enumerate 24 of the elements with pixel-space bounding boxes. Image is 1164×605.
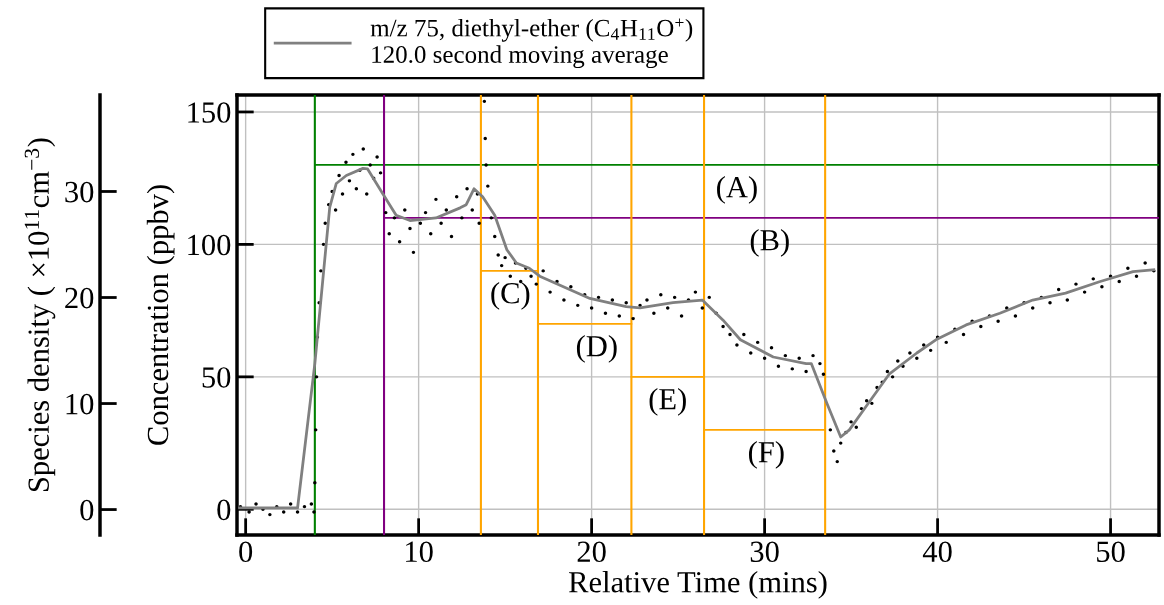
y2-tick-label: 20 (65, 287, 94, 309)
x-axis-title: Relative Time (mins) (569, 571, 827, 599)
annotation: (E) (649, 388, 686, 416)
x-tick-label: 10 (406, 541, 433, 563)
x-tick-label: 40 (922, 541, 952, 563)
x-tick-label: 0 (239, 541, 253, 563)
y2-tick-label: 0 (80, 499, 94, 521)
annotation: (A) (717, 176, 757, 204)
annotation: (B) (750, 229, 789, 257)
y2-tick-label: 30 (65, 181, 94, 203)
y2-tick-label: 10 (66, 393, 94, 415)
y2-axis-title: Species density ( ×10$^{11}$cm$^{−3}$) (24, 138, 56, 492)
y-tick-label: 100 (188, 234, 231, 256)
x-tick-label: 50 (1097, 541, 1125, 563)
y-axis-title: Concentration (ppbv) (146, 185, 175, 445)
x-tick-label: 20 (577, 541, 606, 563)
annotation: (D) (576, 335, 617, 363)
y-tick-label: 0 (217, 499, 231, 521)
y-tick-label: 150 (188, 102, 231, 123)
x-tick-label: 30 (750, 541, 779, 563)
legend-label: m/z 75, diethyl-ether (C$_{4}$H$_{11}$O$^{+}$) 120.0 second moving average (370, 18, 693, 69)
annotation: (F) (749, 440, 784, 469)
annotation: (C) (491, 282, 530, 310)
y-tick-label: 50 (202, 367, 231, 388)
